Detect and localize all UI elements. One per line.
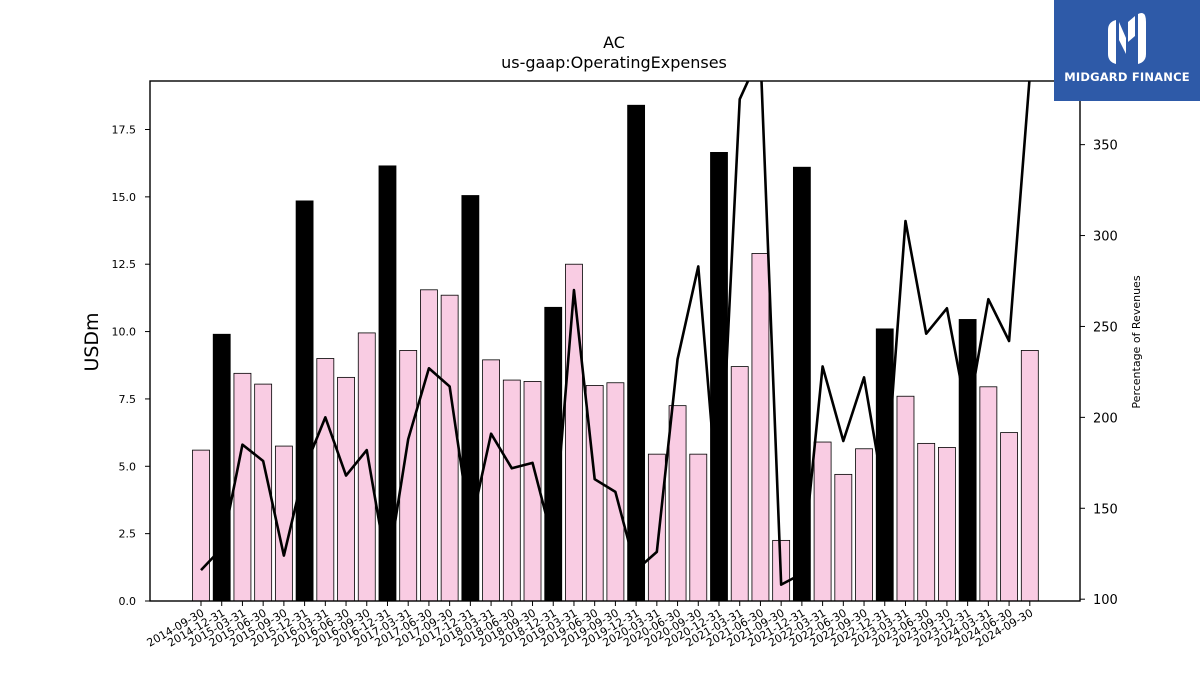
y-tick-label: 12.5	[112, 258, 137, 271]
bar-quarter	[357, 332, 376, 601]
bar-quarter	[399, 350, 418, 601]
bar-quarter	[834, 473, 853, 601]
y-tick-label: 17.5	[112, 123, 137, 136]
y2-axis-label: Percentage of Revenues	[1130, 275, 1143, 408]
bar-quarter	[917, 442, 936, 601]
y2-tick-label: 100	[1093, 593, 1118, 608]
bar-quarter	[192, 449, 210, 601]
bar-quarter	[938, 447, 956, 601]
bar-quarter	[440, 294, 459, 601]
bar-quarter	[565, 263, 583, 601]
y-tick-label: 2.5	[119, 528, 137, 541]
bar-quarter	[668, 405, 687, 601]
bar-quarter	[647, 453, 666, 601]
bar-fiscal-year	[627, 104, 646, 601]
bar-quarter	[1020, 350, 1039, 601]
bar-quarter	[523, 381, 542, 601]
y2-tick-label: 250	[1093, 320, 1118, 335]
bar-quarter	[813, 441, 832, 601]
logo: MIDGARD FINANCE	[1054, 0, 1200, 101]
y2-tick-label: 350	[1093, 139, 1118, 154]
bar-quarter	[855, 448, 873, 601]
y-tick-label: 5.0	[119, 460, 137, 473]
bar-quarter	[420, 289, 438, 601]
bar-fiscal-year	[461, 195, 480, 601]
y-tick-label: 7.5	[119, 393, 137, 406]
chart-subtitle: us-gaap:OperatingExpenses	[501, 53, 727, 72]
bar-fiscal-year	[875, 328, 894, 601]
bar-fiscal-year	[958, 319, 977, 601]
midgard-m-logo-icon	[1108, 13, 1146, 64]
bar-fiscal-year	[295, 200, 314, 601]
y-axis-label: USDm	[81, 312, 103, 371]
bar-quarter	[979, 386, 998, 601]
y-tick-label: 15.0	[112, 191, 137, 204]
bar-quarter	[896, 395, 915, 601]
percentage-of-revenues-line	[200, 81, 1031, 586]
logo-text: MIDGARD FINANCE	[1064, 70, 1190, 84]
bar-quarter	[689, 453, 708, 601]
y2-tick-label: 300	[1093, 230, 1118, 245]
bar-fiscal-year	[378, 165, 397, 601]
bar-quarter	[502, 379, 521, 601]
bar-quarter	[337, 376, 355, 601]
y2-tick-label: 150	[1093, 502, 1118, 517]
bar-fiscal-year	[544, 306, 563, 601]
bar-quarter	[1000, 432, 1018, 601]
y2-tick-label: 200	[1093, 411, 1118, 426]
bar-fiscal-year	[212, 333, 231, 601]
bar-quarter	[482, 359, 500, 601]
bar-quarter	[751, 253, 770, 601]
bar-fiscal-year	[792, 166, 811, 601]
y-tick-label: 10.0	[112, 326, 137, 339]
bar-quarter	[316, 358, 335, 601]
bar-quarter	[730, 366, 749, 601]
bar-quarter	[233, 372, 252, 601]
chart-title: AC	[603, 33, 625, 52]
bar-fiscal-year	[710, 151, 728, 601]
y-tick-label: 0.0	[119, 595, 137, 608]
